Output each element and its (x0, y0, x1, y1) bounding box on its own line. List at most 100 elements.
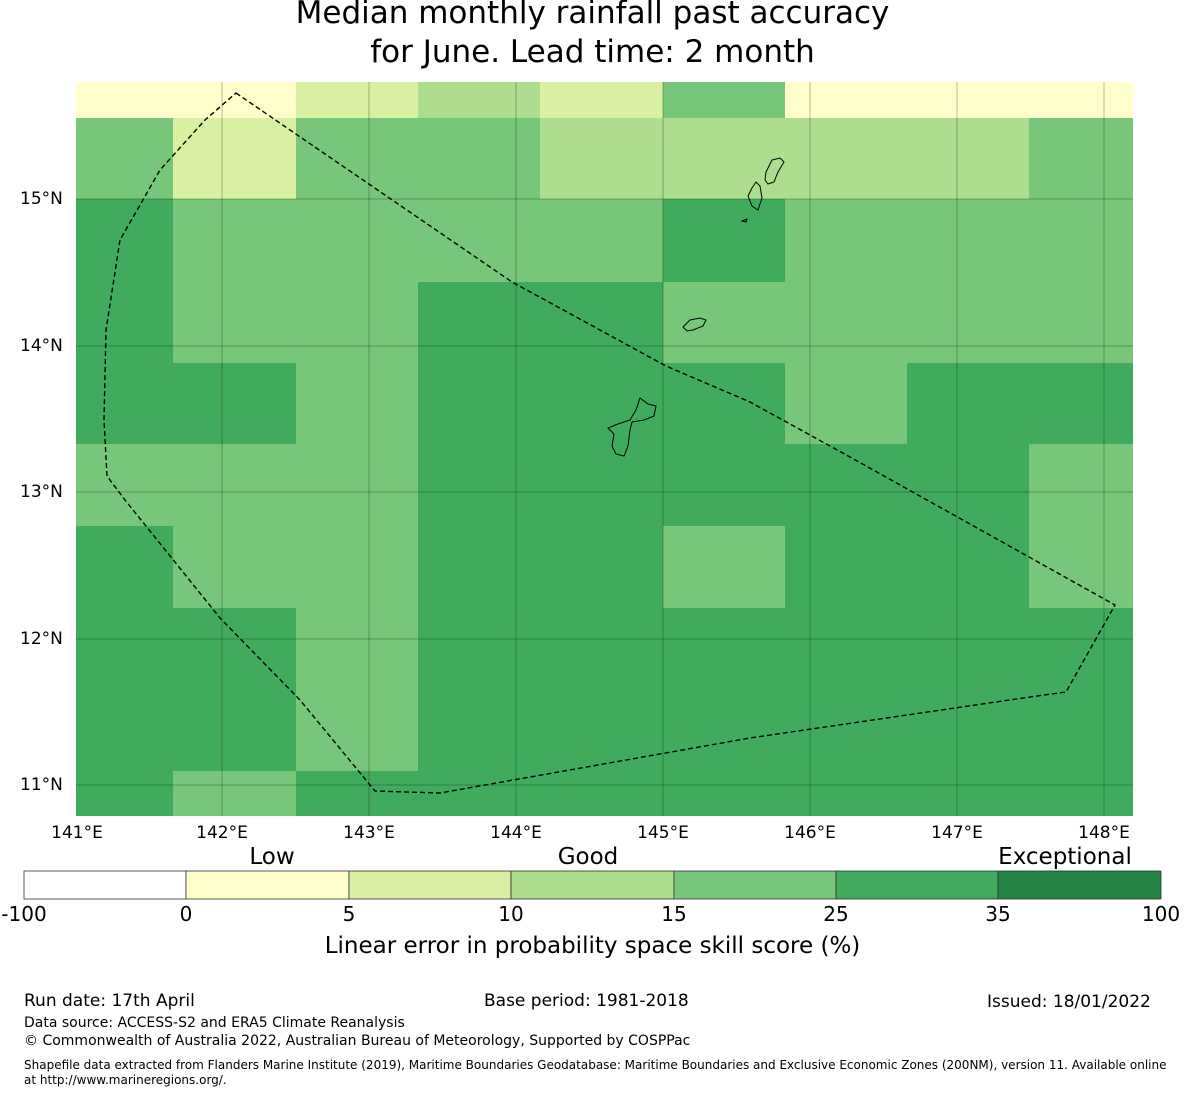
grid-cell (540, 690, 663, 771)
lon-label-145: 145°E (637, 823, 689, 843)
grid-cell (76, 444, 173, 526)
colorbar-segment (185, 870, 350, 900)
grid-cell (540, 82, 663, 118)
category-exceptional: Exceptional (998, 844, 1132, 870)
lat-label-11: 11°N (20, 775, 63, 795)
grid-cell (907, 771, 1029, 816)
saipan-island (764, 157, 785, 185)
grid-cell (76, 282, 173, 363)
colorbar-tick: 25 (823, 902, 849, 926)
grid-cell (76, 199, 173, 282)
grid-cell (785, 82, 907, 118)
lat-label-13: 13°N (20, 482, 63, 502)
grid-cell (76, 526, 173, 608)
grid-cell (663, 690, 785, 771)
lon-label-144: 144°E (490, 823, 542, 843)
issued-date: Issued: 18/01/2022 (987, 992, 1151, 1012)
grid-cell (1029, 444, 1133, 526)
colorbar-tick: 100 (1141, 902, 1181, 926)
grid-cell (907, 444, 1029, 526)
lat-label-14: 14°N (20, 336, 63, 356)
title-line-2: for June. Lead time: 2 month (370, 34, 815, 70)
skill-grid (76, 82, 1133, 816)
category-good: Good (557, 844, 619, 870)
colorbar-segment (835, 870, 999, 900)
grid-cell (1029, 199, 1133, 282)
eez-boundary (103, 92, 1116, 794)
grid-cell (418, 199, 540, 282)
grid-cell (540, 444, 663, 526)
guam-island (607, 397, 657, 457)
grid-cell (418, 118, 540, 199)
grid-cell (785, 608, 907, 690)
grid-cell (907, 608, 1029, 690)
grid-cell (1029, 363, 1133, 444)
colorbar-tick: 10 (498, 902, 524, 926)
grid-cell (173, 608, 296, 690)
grid-cell (540, 608, 663, 690)
grid-cell (296, 444, 418, 526)
grid-cell (907, 282, 1029, 363)
grid-cell (785, 771, 907, 816)
colorbar-segment (997, 870, 1162, 900)
grid-cell (296, 118, 418, 199)
grid-cell (540, 118, 663, 199)
grid-cell (76, 608, 173, 690)
grid-cell (663, 771, 785, 816)
copyright: © Commonwealth of Australia 2022, Austra… (24, 1033, 691, 1049)
grid-cell (1029, 771, 1133, 816)
colorbar-segment (23, 870, 187, 900)
rota-island (682, 317, 707, 332)
grid-cell (173, 82, 296, 118)
grid-cell (907, 690, 1029, 771)
grid-cell (296, 526, 418, 608)
lat-label-15: 15°N (20, 189, 63, 209)
grid-cell (785, 526, 907, 608)
grid-cell (663, 199, 785, 282)
grid-cell (173, 444, 296, 526)
grid-cell (296, 690, 418, 771)
grid-cell (663, 526, 785, 608)
grid-cell (785, 363, 907, 444)
islands (607, 157, 785, 457)
lat-label-12: 12°N (20, 629, 63, 649)
tinian-island (747, 181, 763, 211)
grid-cell (418, 82, 540, 118)
category-low: Low (249, 844, 295, 870)
grid-cell (296, 771, 418, 816)
chart-title: Median monthly rainfall past accuracy fo… (0, 0, 1185, 72)
shapefile-credit-1: Shapefile data extracted from Flanders M… (24, 1058, 1167, 1072)
lon-label-142: 142°E (196, 823, 248, 843)
colorbar-segment (673, 870, 837, 900)
colorbar-segment (510, 870, 675, 900)
grid-cell (907, 526, 1029, 608)
grid-cell (907, 82, 1029, 118)
grid-cell (296, 199, 418, 282)
grid-cell (663, 363, 785, 444)
run-date: Run date: 17th April (24, 991, 195, 1011)
grid-cell (785, 690, 907, 771)
colorbar-tick: -100 (1, 902, 47, 926)
aguijan-island (740, 218, 748, 223)
grid-cell (173, 282, 296, 363)
lon-label-141: 141°E (51, 823, 103, 843)
grid-cell (76, 363, 173, 444)
grid-cell (418, 690, 540, 771)
grid-cell (663, 608, 785, 690)
grid-cell (663, 82, 785, 118)
grid-cell (1029, 282, 1133, 363)
grid-cell (785, 282, 907, 363)
grid-cell (907, 118, 1029, 199)
grid-cell (76, 690, 173, 771)
colorbar-tick: 0 (179, 902, 193, 926)
grid-cell (76, 82, 173, 118)
grid-cell (173, 199, 296, 282)
shapefile-credit-2: at http://www.marineregions.org/. (24, 1073, 227, 1087)
grid-cell (540, 199, 663, 282)
colorbar-tick: 35 (985, 902, 1011, 926)
grid-cell (76, 118, 173, 199)
grid-cell (663, 444, 785, 526)
lon-label-143: 143°E (343, 823, 395, 843)
grid-cell (296, 363, 418, 444)
